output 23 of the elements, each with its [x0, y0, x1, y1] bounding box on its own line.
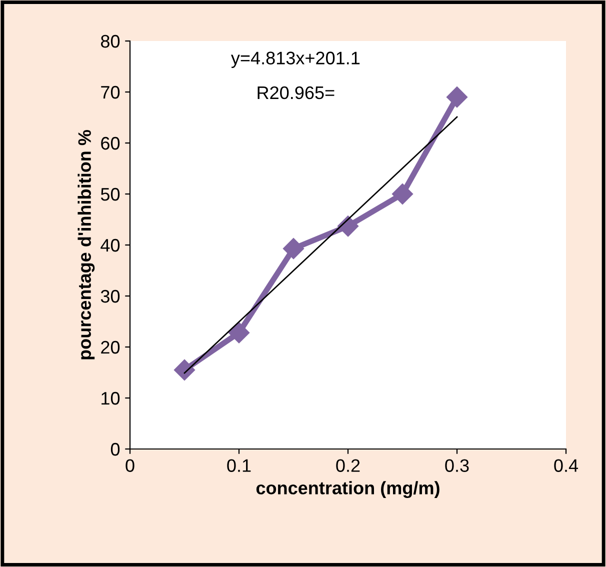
y-tick-label: 70 [101, 86, 120, 99]
x-tick-label: 0.3 [445, 459, 469, 472]
x-tick-label: 0.1 [227, 459, 251, 472]
y-tick-label: 20 [101, 340, 120, 354]
point [392, 183, 414, 205]
x-tick-label: 0.2 [336, 459, 360, 472]
y-tick-label: 10 [102, 392, 120, 405]
point [282, 238, 304, 260]
y-tick-label: 60 [101, 136, 120, 150]
point [446, 86, 468, 108]
y-tick-label: 40 [100, 238, 120, 252]
y-tick-label: 80 [100, 34, 120, 48]
annotation: y=4.813x+201.1 [230, 52, 360, 68]
y-tick-label: 0 [110, 442, 120, 456]
point [174, 359, 196, 380]
annotation: R20.965= [258, 86, 334, 100]
y-tick-label: 50 [100, 188, 120, 201]
x-axis-title: concentration (mg/m) [256, 481, 440, 498]
x-tick-label: 0 [126, 459, 134, 472]
y-axis-title: pourcentage d'inhibition % [78, 130, 95, 360]
x-tick-label: 0.4 [554, 459, 578, 472]
point [228, 322, 250, 344]
y-tick-label: 30 [100, 290, 120, 303]
